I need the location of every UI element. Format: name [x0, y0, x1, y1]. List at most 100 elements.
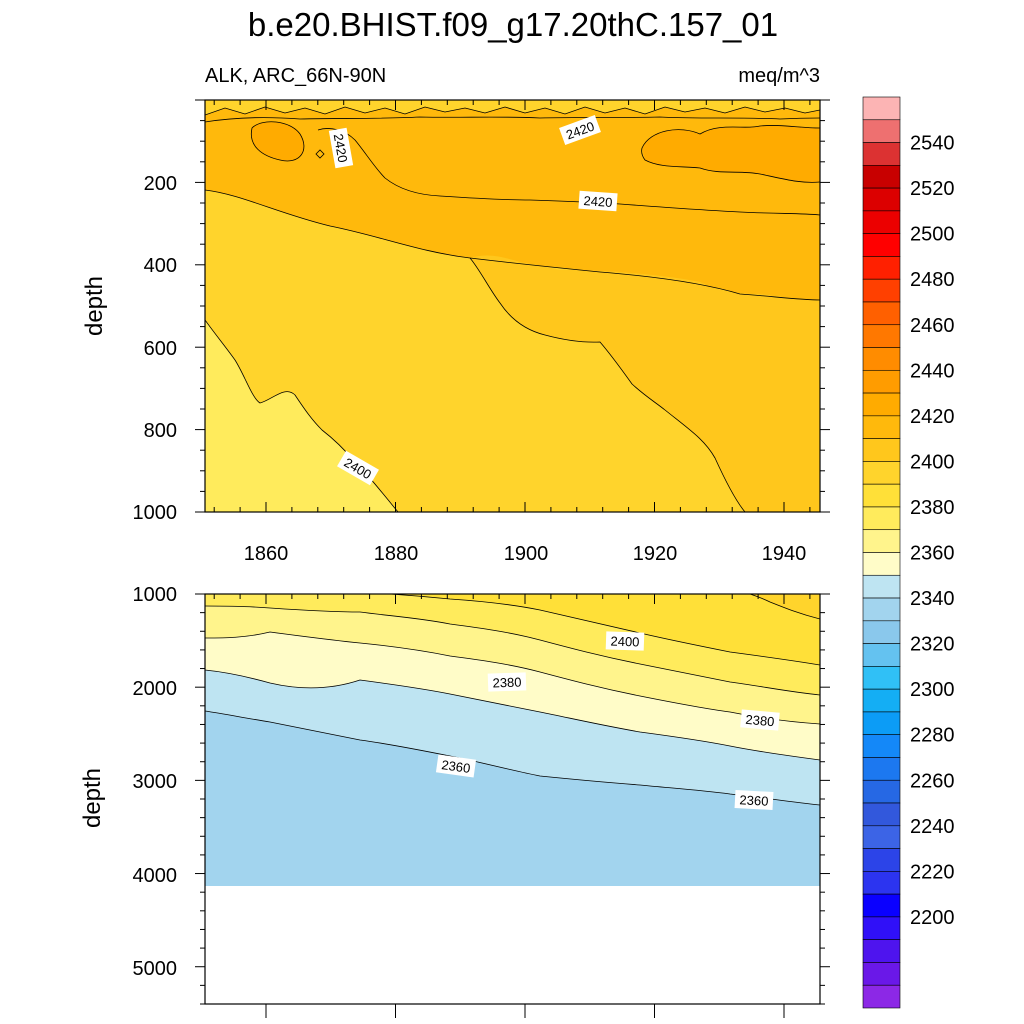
top-panel-fills — [205, 100, 820, 512]
colorbar-box — [862, 187, 901, 212]
colorbar-box — [862, 415, 901, 439]
contour-line-2370 — [205, 669, 820, 761]
colorbar-tick-label: 2260 — [910, 770, 955, 792]
y-tick-label: 1000 — [133, 502, 178, 524]
colorbar-box — [862, 802, 901, 827]
y-tick-label: 800 — [144, 420, 177, 442]
contour-label-bg — [605, 631, 645, 651]
contour-label-bottom-3: 2380 — [740, 709, 780, 731]
colorbar-box — [862, 643, 901, 667]
colorbar-box — [862, 597, 901, 622]
bottom-y-axis-title: depth — [79, 768, 106, 828]
colorbar-tick-label: 2460 — [910, 315, 955, 337]
contour-label-bg — [578, 190, 618, 212]
contour-label-bg — [734, 790, 774, 810]
colorbar-box — [862, 620, 901, 644]
contour-label-text: 2400 — [610, 633, 639, 649]
colorbar-box — [862, 893, 901, 918]
colorbar-box — [862, 483, 901, 508]
fill-band-2400-2410 — [390, 594, 820, 665]
colorbar-tick-label: 2380 — [910, 497, 955, 519]
contour-line-small-diamond — [315, 149, 325, 159]
contour-label-top-1: 2420 — [328, 127, 354, 169]
colorbar-box — [862, 438, 901, 462]
colorbar-box — [862, 825, 901, 849]
y-tick-label: 400 — [144, 255, 177, 277]
colorbar-box — [862, 278, 901, 303]
colorbar-tick-label: 2300 — [910, 679, 955, 701]
colorbar-tick-label: 2480 — [910, 269, 955, 291]
colorbar-box — [862, 962, 901, 986]
x-tick-label: 1860 — [244, 543, 289, 565]
top-contour-labels: 2420 2420 2420 2400 — [328, 115, 618, 486]
colorbar-box — [862, 688, 901, 713]
contour-label-bg — [740, 709, 780, 731]
colorbar-box — [862, 848, 901, 872]
bottom-contour-labels: 2400 2380 2380 2360 2360 — [435, 631, 780, 810]
y-tick-label: 3000 — [133, 771, 178, 793]
colorbar-box — [862, 574, 901, 599]
contour-line-2360 — [205, 710, 820, 806]
contour-label-bg — [559, 115, 601, 145]
top-y-axis-title: depth — [81, 276, 108, 336]
colorbar-tick-label: 2520 — [910, 178, 955, 200]
colorbar-tick-label: 2540 — [910, 133, 955, 155]
contour-line-surface — [205, 106, 820, 116]
y-tick-label: 2000 — [133, 678, 178, 700]
colorbar-box — [862, 369, 901, 394]
colorbar-box — [862, 165, 901, 189]
chart-title: b.e20.BHIST.f09_g17.20thC.157_01 — [248, 6, 778, 43]
colorbar-box — [862, 233, 901, 257]
fill-band-2430-2440-west — [251, 121, 304, 161]
contour-label-text: 2420 — [331, 133, 351, 164]
colorbar-box — [862, 711, 901, 735]
colorbar-box — [862, 506, 901, 531]
colorbar-box — [862, 301, 901, 326]
top-contour-lines — [205, 106, 820, 512]
contour-line-2430-east — [641, 125, 820, 183]
contour-label-text: 2360 — [739, 792, 769, 808]
contour-label-text: 2380 — [492, 674, 521, 690]
colorbar-tick-label: 2320 — [910, 634, 955, 656]
colorbar-box — [862, 529, 901, 553]
colorbar-box — [862, 779, 901, 804]
contour-label-bottom-4: 2360 — [435, 754, 477, 778]
contour-label-bottom-2: 2380 — [487, 672, 527, 692]
y-tick-label: 5000 — [133, 958, 178, 980]
colorbar-tick-label: 2220 — [910, 861, 955, 883]
variable-region-subtitle: ALK, ARC_66N-90N — [205, 65, 386, 87]
fill-band-2430-2440-east — [642, 125, 820, 183]
colorbar-box — [862, 347, 901, 371]
colorbar-box — [862, 210, 901, 234]
contour-label-bottom-5: 2360 — [734, 790, 774, 810]
bottom-panel-fills — [205, 594, 820, 886]
colorbar-box — [862, 461, 901, 485]
fill-band-2410-2420 — [205, 190, 820, 512]
contour-label-text: 2380 — [745, 712, 775, 729]
contour-line-2430-upper — [205, 116, 820, 123]
colorbar-box — [862, 256, 901, 280]
contour-line-2380 — [205, 631, 820, 725]
colorbar-box — [862, 734, 901, 758]
contour-line-2420-lower — [205, 189, 820, 301]
bottom-y-axis: 1000 2000 3000 4000 5000 depth — [79, 584, 177, 980]
colorbar-tick-label: 2400 — [910, 451, 955, 473]
colorbar-labels: 2540 2520 2500 2480 2460 2440 2420 2400 2380 2360… — [910, 133, 955, 929]
contour-label-text: 2420 — [583, 193, 613, 210]
fill-band-surface — [205, 100, 820, 115]
colorbar-box — [862, 552, 901, 576]
colorbar-box — [862, 939, 901, 963]
top-y-axis: 200 400 600 800 1000 depth — [81, 173, 177, 524]
units-subtitle: meq/m^3 — [738, 65, 820, 87]
contour-label-bg — [435, 754, 477, 778]
x-tick-label: 1920 — [633, 543, 678, 565]
colorbar-tick-label: 2280 — [910, 725, 955, 747]
colorbar-box — [862, 142, 901, 166]
contour-label-text: 2360 — [441, 757, 472, 776]
colorbar-box — [862, 392, 901, 417]
y-tick-label: 1000 — [133, 584, 178, 606]
contour-line-2400 — [389, 594, 820, 666]
contour-line-2390 — [205, 605, 820, 696]
y-tick-label: 600 — [144, 338, 177, 360]
